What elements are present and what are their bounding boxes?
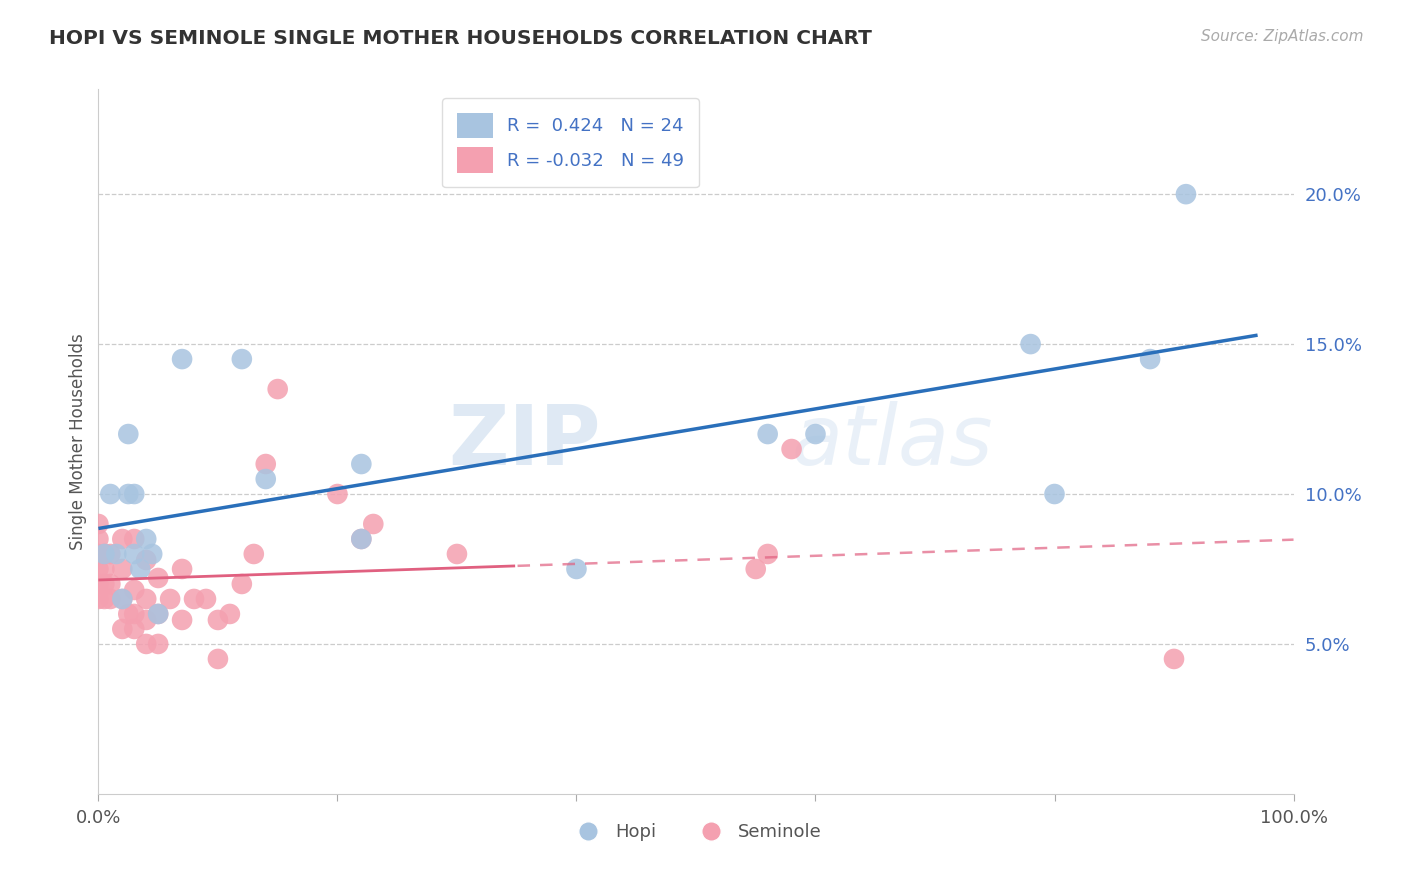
- Point: [98, 547, 122, 561]
- Point: [207, 613, 229, 627]
- Point: [93, 591, 115, 606]
- Point: [141, 547, 163, 561]
- Point: [231, 577, 253, 591]
- Point: [219, 607, 242, 621]
- Point: [98, 577, 122, 591]
- Point: [1163, 652, 1185, 666]
- Point: [135, 532, 157, 546]
- Point: [124, 547, 146, 561]
- Point: [111, 622, 134, 636]
- Point: [135, 637, 157, 651]
- Point: [93, 562, 115, 576]
- Text: HOPI VS SEMINOLE SINGLE MOTHER HOUSEHOLDS CORRELATION CHART: HOPI VS SEMINOLE SINGLE MOTHER HOUSEHOLD…: [49, 29, 872, 47]
- Point: [243, 547, 266, 561]
- Point: [159, 591, 181, 606]
- Point: [87, 562, 110, 576]
- Point: [111, 591, 134, 606]
- Point: [172, 562, 194, 576]
- Point: [124, 622, 146, 636]
- Point: [1043, 487, 1066, 501]
- Point: [87, 532, 110, 546]
- Point: [124, 532, 146, 546]
- Point: [111, 562, 134, 576]
- Point: [117, 607, 139, 621]
- Point: [87, 516, 110, 531]
- Text: ZIP: ZIP: [449, 401, 600, 482]
- Point: [363, 516, 385, 531]
- Point: [148, 571, 170, 585]
- Point: [87, 577, 110, 591]
- Point: [93, 577, 115, 591]
- Legend: Hopi, Seminole: Hopi, Seminole: [564, 816, 828, 848]
- Point: [87, 547, 110, 561]
- Point: [267, 382, 290, 396]
- Point: [254, 472, 277, 486]
- Point: [350, 532, 373, 546]
- Point: [117, 487, 139, 501]
- Point: [117, 427, 139, 442]
- Point: [195, 591, 218, 606]
- Point: [231, 352, 253, 367]
- Point: [135, 553, 157, 567]
- Point: [135, 591, 157, 606]
- Point: [124, 582, 146, 597]
- Point: [148, 607, 170, 621]
- Point: [124, 487, 146, 501]
- Text: atlas: atlas: [792, 401, 993, 482]
- Point: [254, 457, 277, 471]
- Point: [98, 487, 122, 501]
- Point: [98, 591, 122, 606]
- Point: [1139, 352, 1161, 367]
- Point: [804, 427, 827, 442]
- Point: [111, 591, 134, 606]
- Point: [93, 547, 115, 561]
- Point: [756, 427, 779, 442]
- Point: [350, 532, 373, 546]
- Point: [172, 613, 194, 627]
- Point: [745, 562, 768, 576]
- Point: [148, 637, 170, 651]
- Point: [87, 591, 110, 606]
- Point: [148, 607, 170, 621]
- Point: [105, 547, 128, 561]
- Point: [129, 562, 152, 576]
- Point: [756, 547, 779, 561]
- Point: [350, 457, 373, 471]
- Point: [124, 607, 146, 621]
- Point: [1175, 187, 1198, 202]
- Point: [1019, 337, 1042, 351]
- Point: [183, 591, 205, 606]
- Point: [135, 613, 157, 627]
- Y-axis label: Single Mother Households: Single Mother Households: [69, 334, 87, 549]
- Point: [446, 547, 468, 561]
- Point: [172, 352, 194, 367]
- Point: [111, 532, 134, 546]
- Point: [565, 562, 588, 576]
- Point: [780, 442, 803, 456]
- Point: [207, 652, 229, 666]
- Point: [326, 487, 349, 501]
- Point: [93, 547, 115, 561]
- Text: Source: ZipAtlas.com: Source: ZipAtlas.com: [1201, 29, 1364, 44]
